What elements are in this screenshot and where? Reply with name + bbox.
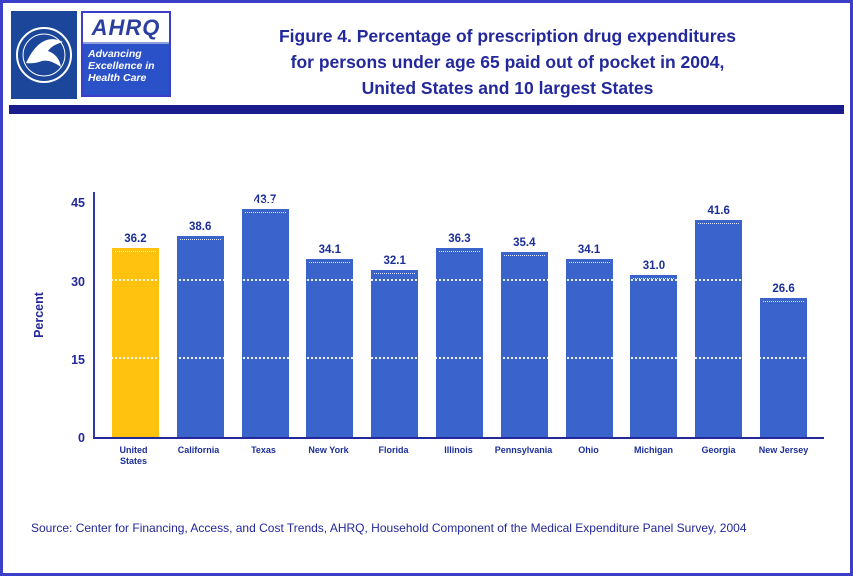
y-axis-title-column: Percent	[27, 192, 51, 437]
bar-highlight-line	[309, 262, 351, 264]
ahrq-wordmark: AHRQ	[83, 13, 169, 44]
bar-highlight-line	[633, 278, 675, 280]
bar	[760, 298, 808, 437]
figure-title-line: for persons under age 65 paid out of poc…	[290, 52, 725, 72]
bar-slot: 31.0	[622, 260, 687, 437]
ahrq-tagline-line: Health Care	[88, 72, 147, 84]
bar-slot: 43.7	[233, 194, 298, 437]
bar	[695, 220, 743, 437]
bar-slot: 32.1	[362, 255, 427, 437]
bar-highlight-line	[114, 251, 156, 253]
bar-slot: 26.6	[751, 283, 816, 437]
bar-value-label: 34.1	[318, 244, 342, 257]
x-axis-label: United States	[119, 445, 148, 466]
y-tick-label: 15	[71, 352, 85, 367]
bar-united-states	[111, 248, 159, 437]
x-axis-label: New York	[308, 445, 349, 455]
bar	[176, 235, 224, 437]
bar-highlight-line	[244, 212, 286, 214]
bar-highlight-line	[438, 250, 480, 252]
bar-highlight-line	[503, 255, 545, 257]
x-axis-label: New Jersey	[758, 445, 809, 455]
bar-value-label: 32.1	[383, 254, 406, 267]
gridline	[98, 200, 821, 203]
bar-highlight-line	[374, 272, 416, 274]
ahrq-tagline-line: Excellence in	[88, 60, 155, 72]
bar-highlight-line	[763, 301, 805, 303]
figure-title-line: United States and 10 largest States	[361, 78, 654, 98]
bar-slot: 34.1	[557, 244, 622, 437]
bar-highlight-line	[568, 262, 610, 264]
ahrq-tagline-line: Advancing	[88, 48, 142, 60]
header: AHRQ Advancing Excellence in Health Care…	[3, 3, 850, 101]
bar-highlight-line	[698, 223, 740, 225]
bar-slot: 35.4	[492, 237, 557, 437]
y-tick-label: 0	[78, 431, 85, 445]
bar	[306, 259, 354, 437]
figure-title: Figure 4. Percentage of prescription dru…	[175, 11, 840, 101]
bar	[565, 259, 613, 437]
bar	[630, 275, 678, 437]
bar-value-label: 34.1	[577, 244, 601, 257]
y-tick-label: 45	[71, 196, 85, 211]
bar-slot: 36.2	[103, 233, 168, 437]
y-axis-title: Percent	[32, 291, 46, 338]
ahrq-logo: AHRQ Advancing Excellence in Health Care	[81, 11, 171, 97]
header-divider	[9, 105, 844, 114]
bar-value-label: 36.2	[124, 233, 147, 246]
figure-title-line: Figure 4. Percentage of prescription dru…	[278, 26, 737, 46]
x-axis-label: Illinois	[444, 445, 473, 455]
bar-value-label: 43.7	[253, 194, 277, 207]
bar-value-label: 41.6	[707, 205, 730, 218]
x-axis-labels: United States California Texas New York Flori…	[93, 439, 824, 467]
hhs-logo-icon	[11, 11, 77, 99]
y-tick-label: 30	[71, 274, 85, 289]
bar-slot: 41.6	[686, 205, 751, 437]
source-note: Source: Center for Financing, Access, an…	[31, 521, 747, 535]
bar	[435, 247, 483, 437]
bar-value-label: 36.3	[448, 232, 471, 245]
plot-column: 36.2 38.6 43.7 34.1 32.1 36.3 35.4 34.1 31.0 41.6…	[93, 192, 824, 467]
x-axis-label: Texas	[251, 445, 276, 455]
bar-value-label: 26.6	[772, 283, 795, 296]
bar-slot: 38.6	[168, 221, 233, 437]
bar	[371, 269, 419, 437]
x-axis-label: Pennsylvania	[494, 445, 553, 455]
x-axis-label: Florida	[378, 445, 409, 455]
ahrq-tagline: Advancing Excellence in Health Care	[83, 44, 169, 95]
y-axis-ticks: 0 15 30 45	[51, 192, 93, 445]
bar-value-label: 31.0	[642, 260, 666, 273]
plot-area: 36.2 38.6 43.7 34.1 32.1 36.3 35.4 34.1 31.0 41.6…	[93, 192, 824, 439]
bar-value-label: 35.4	[513, 237, 536, 250]
bar-highlight-line	[179, 238, 221, 240]
bar	[500, 252, 548, 437]
bar-slot: 34.1	[297, 244, 362, 437]
bar-value-label: 38.6	[189, 220, 212, 233]
bar-slot: 36.3	[427, 233, 492, 437]
x-axis-label: Michigan	[633, 445, 673, 455]
x-axis-label: Georgia	[701, 445, 736, 455]
x-axis-label: California	[177, 445, 220, 455]
x-axis-label: Ohio	[578, 445, 599, 455]
bar-chart: Percent 0 15 30 45 36.2 38.6 43.7 34.1 32.1 36.3…	[27, 192, 824, 467]
bar	[241, 209, 289, 437]
